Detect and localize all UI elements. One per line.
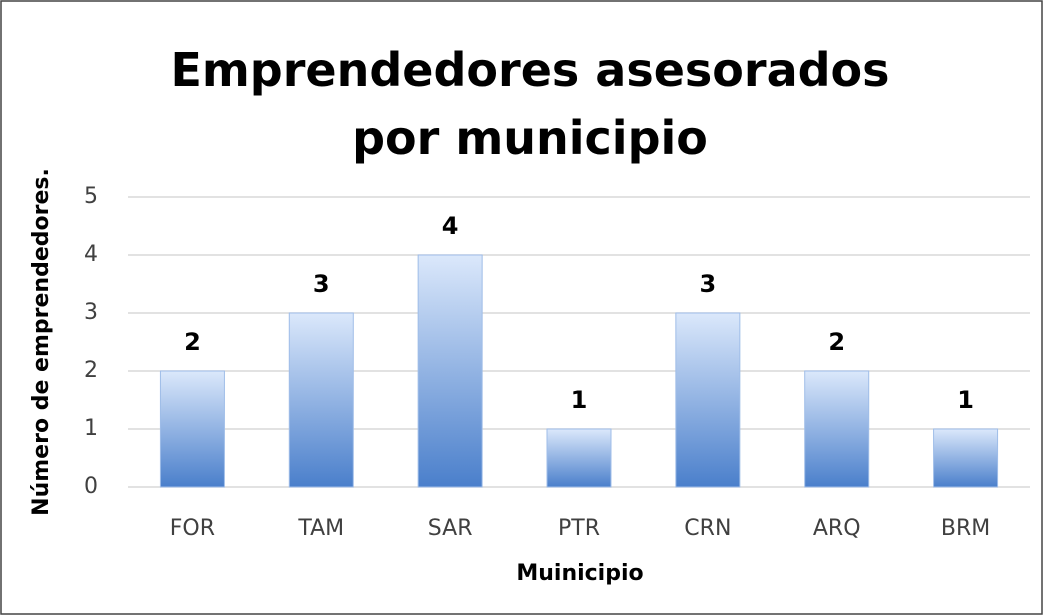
bar: [159, 370, 225, 488]
bar: [288, 312, 354, 488]
data-label: 4: [442, 212, 459, 240]
data-label: 2: [184, 328, 201, 356]
x-tick-label: PTR: [558, 516, 600, 541]
data-label: 1: [957, 386, 974, 414]
y-tick-label: 0: [84, 474, 98, 499]
x-tick-label: TAM: [297, 516, 344, 541]
y-tick-label: 1: [84, 416, 98, 441]
x-tick-label: ARQ: [813, 516, 861, 541]
x-axis-label: Muinicipio: [516, 561, 643, 586]
y-axis-label: Número de emprendedores.: [29, 168, 54, 516]
data-label: 2: [828, 328, 845, 356]
y-tick-label: 4: [84, 242, 98, 267]
y-tick-label: 2: [84, 358, 98, 383]
x-tick-label: SAR: [428, 516, 473, 541]
chart-title: Emprendedores asesorados por municipio: [170, 43, 890, 165]
bar: [933, 428, 999, 488]
bar: [546, 428, 612, 488]
y-tick-label: 3: [84, 300, 98, 325]
x-tick-label: FOR: [170, 516, 215, 541]
bar: [417, 254, 483, 488]
data-label: 3: [313, 270, 330, 298]
bar: [675, 312, 741, 488]
x-tick-label: CRN: [684, 516, 731, 541]
data-label: 1: [571, 386, 588, 414]
data-label: 3: [700, 270, 717, 298]
y-tick-label: 5: [84, 184, 98, 209]
bar: [804, 370, 870, 488]
x-tick-label: BRM: [941, 516, 990, 541]
